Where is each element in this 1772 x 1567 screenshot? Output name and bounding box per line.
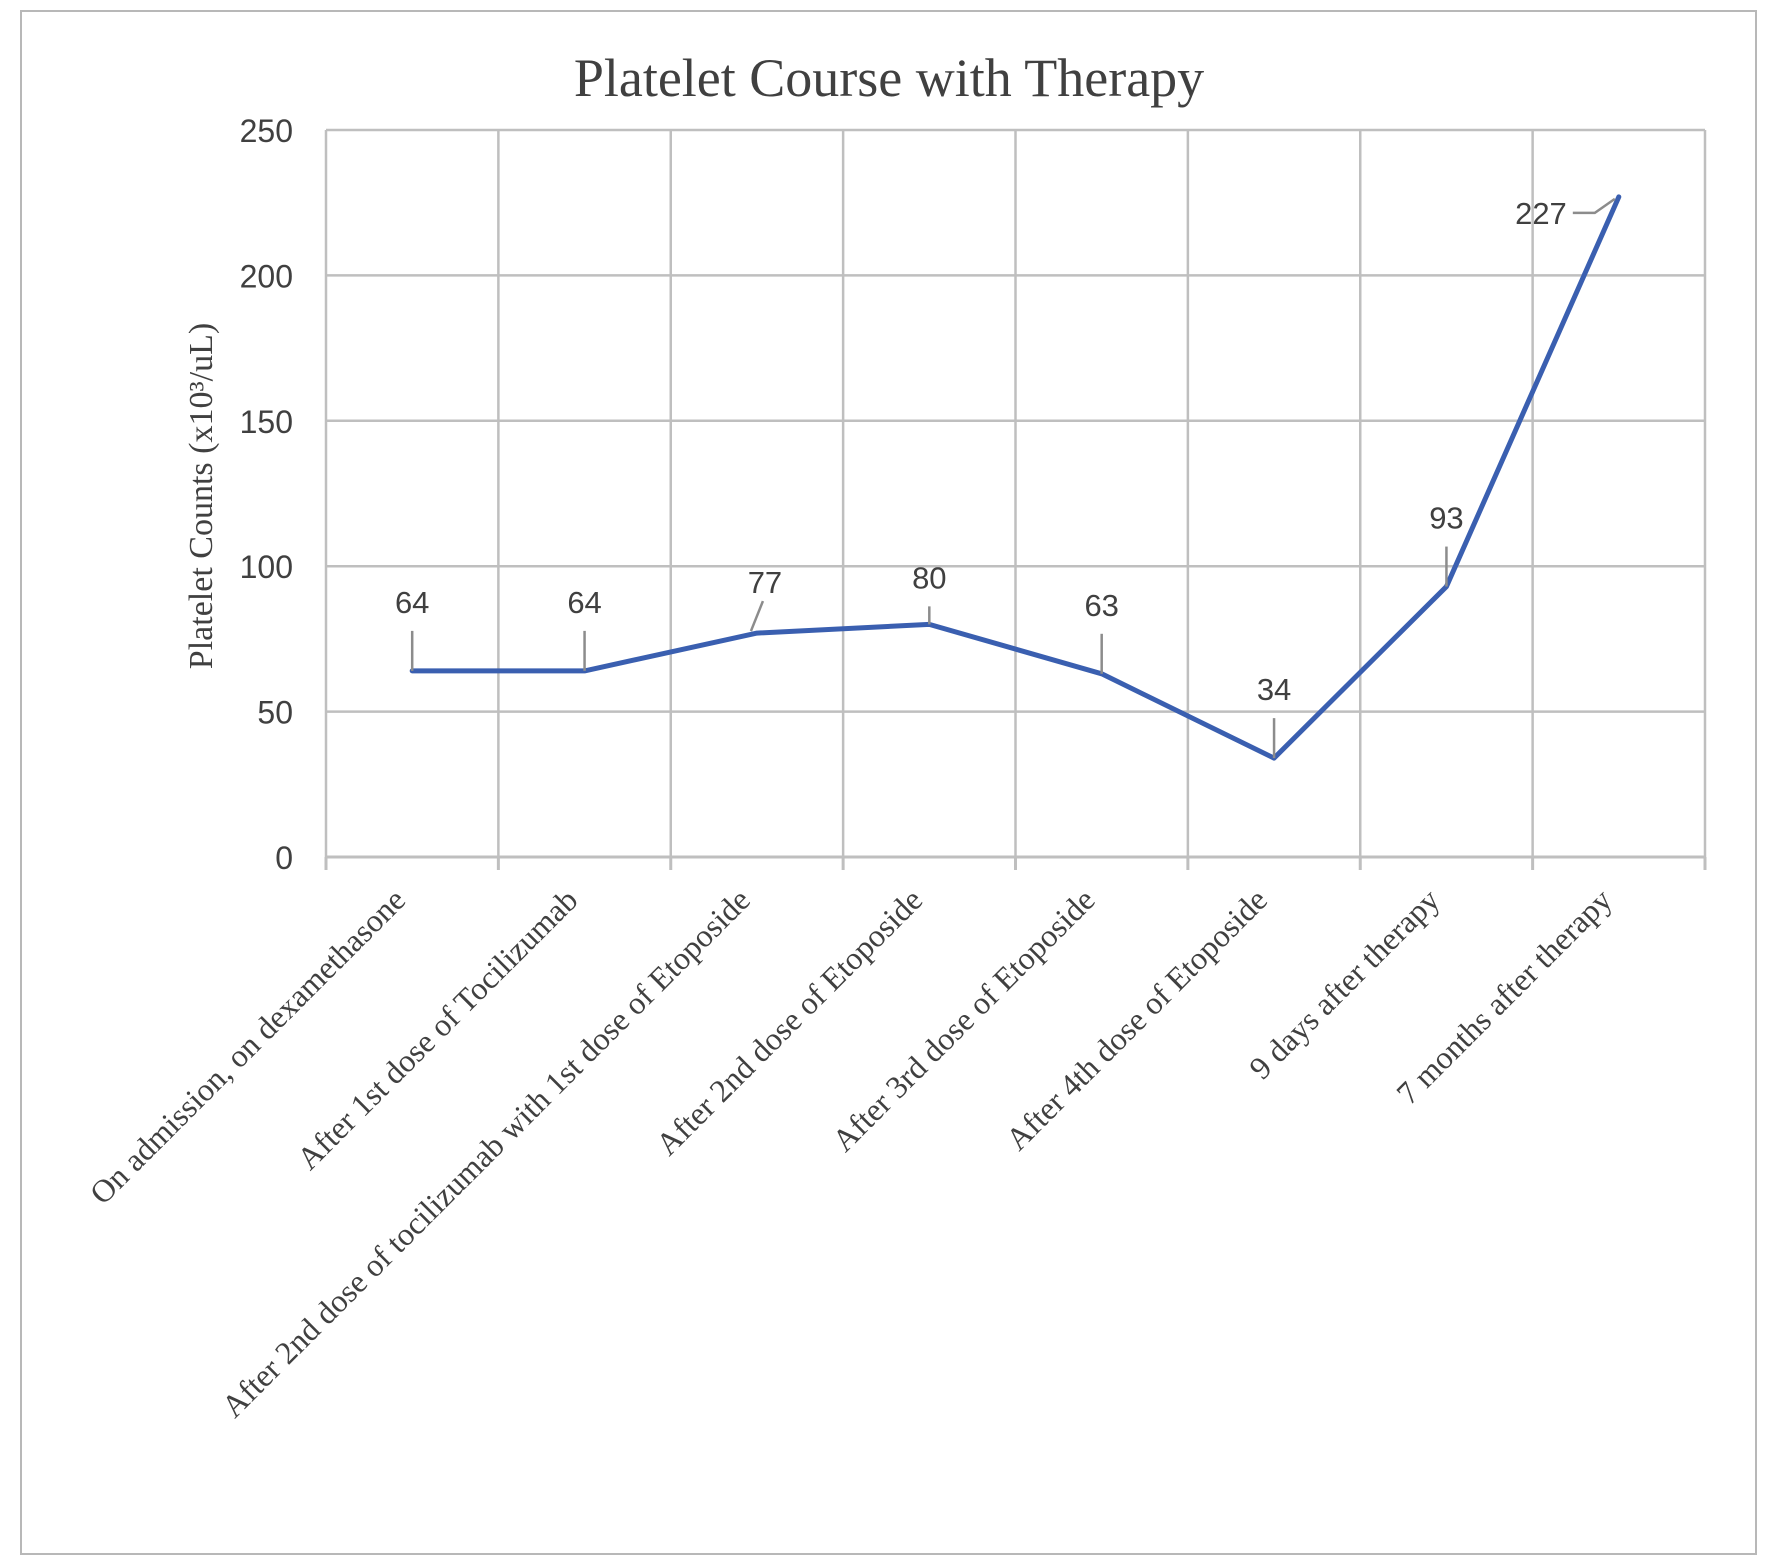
data-label: 64 (395, 585, 429, 620)
data-label: 93 (1429, 501, 1463, 536)
y-tick-label: 100 (240, 549, 293, 585)
x-tick-label: On admission, on dexamethasone (83, 881, 413, 1211)
data-label-leader (1572, 197, 1616, 215)
data-label: 34 (1257, 672, 1291, 707)
data-label: 64 (567, 585, 601, 620)
data-point (756, 632, 758, 634)
y-tick-label: 0 (275, 840, 293, 876)
data-label: 80 (912, 560, 946, 595)
y-axis-label: Platelet Counts (x10³/uL) (183, 323, 220, 669)
data-label: 63 (1084, 588, 1118, 623)
chart-title: Platelet Course with Therapy (574, 48, 1204, 108)
y-tick-label: 200 (240, 258, 293, 294)
x-tick-label: 9 days after therapy (1242, 881, 1447, 1086)
data-label: 77 (748, 565, 782, 600)
x-axis (324, 855, 1707, 870)
data-point (1618, 196, 1620, 198)
y-tick-label: 50 (257, 695, 293, 731)
data-labels: 64 64 77 80 63 34 93 227 (395, 196, 1616, 759)
y-tick-label: 250 (240, 113, 293, 149)
x-tick-label: After 1st dose of Tocilizumab (290, 881, 585, 1176)
gridlines (324, 128, 1707, 857)
y-tick-label: 150 (240, 404, 293, 440)
series-line (409, 194, 1622, 761)
data-label-leader (749, 600, 765, 632)
chart-frame (20, 10, 1757, 1555)
y-axis-tick-labels: 0 50 100 150 200 250 (240, 113, 293, 876)
data-label: 227 (1515, 196, 1567, 231)
